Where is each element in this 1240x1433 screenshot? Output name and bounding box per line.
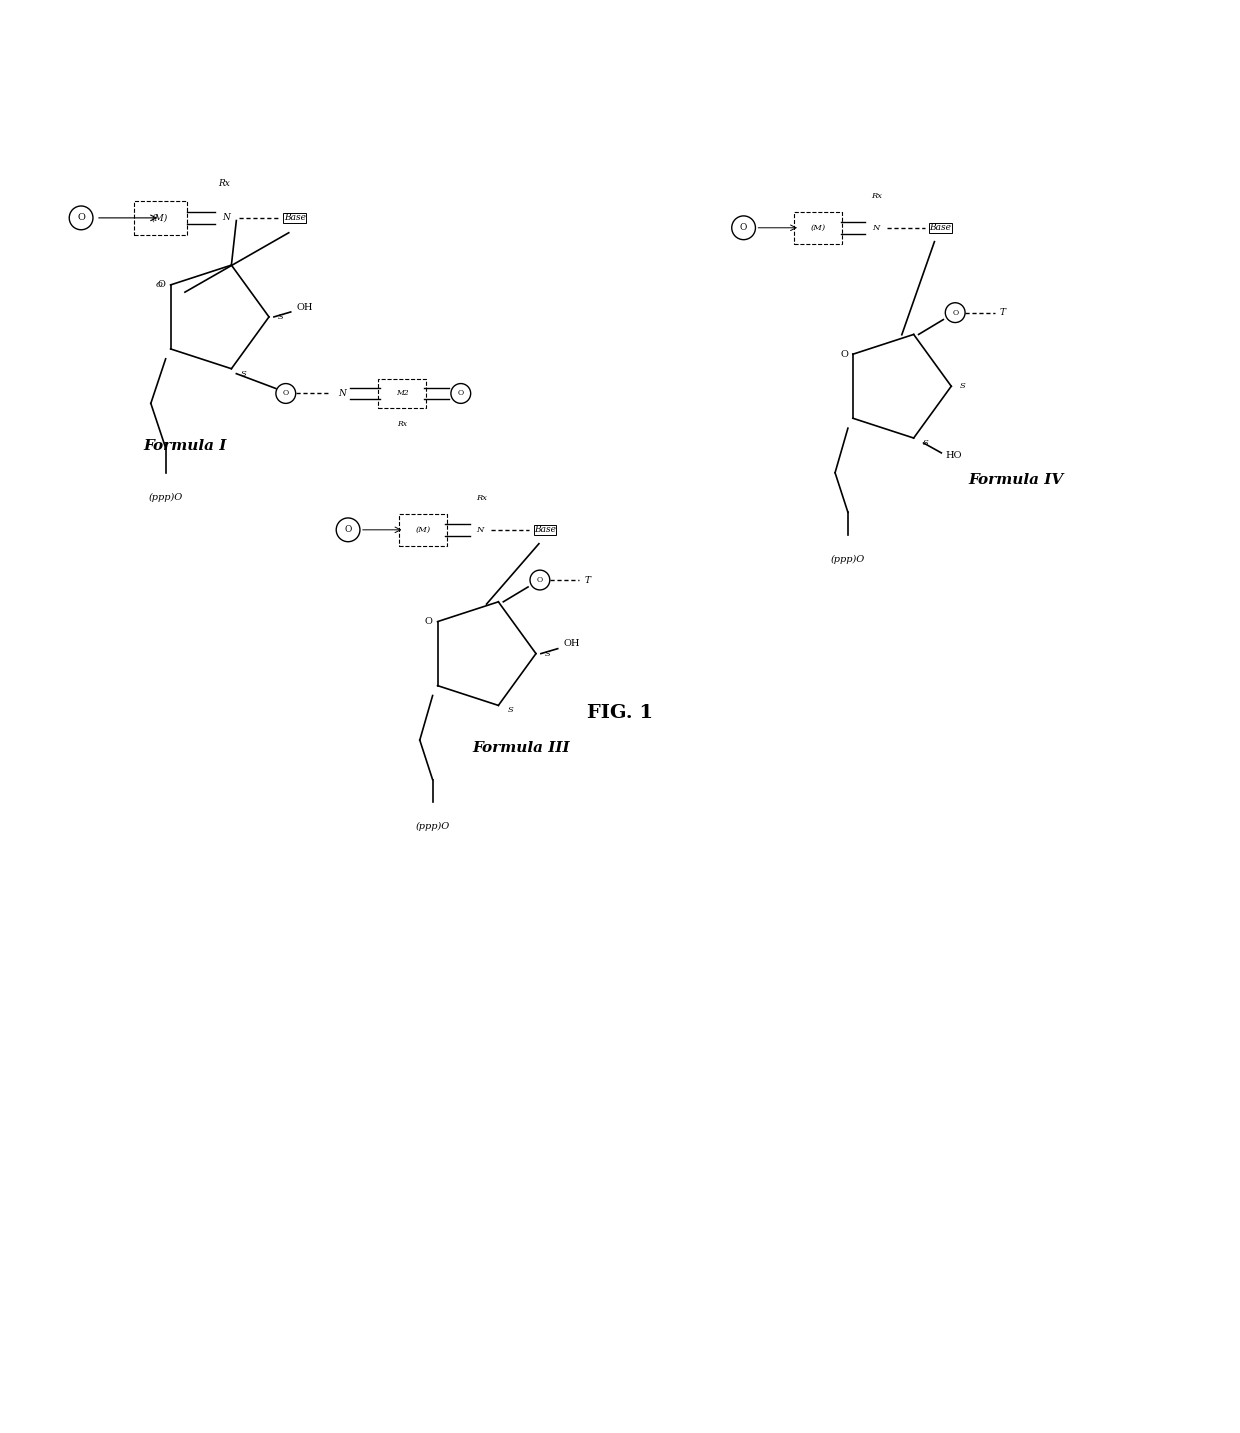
Text: Rx: Rx — [397, 420, 407, 428]
Text: (ppp)O: (ppp)O — [415, 823, 450, 831]
Text: Formula IV: Formula IV — [968, 473, 1063, 487]
Text: O: O — [839, 350, 848, 358]
Text: FIG. 1: FIG. 1 — [587, 704, 653, 722]
Text: Base: Base — [534, 526, 556, 535]
Text: S: S — [960, 383, 966, 390]
Text: Base: Base — [284, 214, 306, 222]
Text: S: S — [544, 649, 551, 658]
FancyBboxPatch shape — [398, 514, 446, 546]
Text: N: N — [476, 526, 484, 535]
Text: (M): (M) — [415, 526, 430, 535]
Text: O: O — [537, 576, 543, 585]
Text: O: O — [155, 281, 162, 289]
Text: O: O — [77, 214, 86, 222]
FancyBboxPatch shape — [378, 378, 427, 408]
Text: (ppp)O: (ppp)O — [149, 493, 182, 502]
Text: O: O — [425, 618, 433, 626]
Text: O: O — [283, 390, 289, 397]
FancyBboxPatch shape — [134, 201, 187, 235]
Text: O: O — [157, 281, 166, 289]
Text: O: O — [458, 390, 464, 397]
Text: Rx: Rx — [476, 494, 487, 502]
Text: Formula III: Formula III — [472, 741, 570, 755]
Text: T: T — [999, 308, 1006, 317]
Text: N: N — [872, 224, 879, 232]
Text: N: N — [222, 214, 231, 222]
Text: S: S — [923, 438, 929, 447]
Text: O: O — [740, 224, 748, 232]
FancyBboxPatch shape — [794, 212, 842, 244]
Text: Rx: Rx — [218, 179, 231, 188]
Text: HO: HO — [945, 451, 962, 460]
Text: O: O — [952, 308, 959, 317]
Text: T: T — [584, 576, 590, 585]
Text: Base: Base — [930, 224, 951, 232]
Text: OH: OH — [296, 302, 314, 311]
Text: (M): (M) — [153, 214, 169, 222]
Text: (M): (M) — [811, 224, 826, 232]
Text: S: S — [241, 370, 246, 378]
Text: N: N — [339, 388, 346, 398]
Text: O: O — [345, 526, 352, 535]
Text: S: S — [507, 706, 513, 715]
Text: S: S — [278, 312, 284, 321]
Text: (ppp)O: (ppp)O — [831, 555, 866, 565]
Text: OH: OH — [564, 639, 580, 648]
Text: Formula I: Formula I — [144, 438, 227, 453]
Text: M2: M2 — [396, 390, 408, 397]
Text: Rx: Rx — [872, 192, 883, 201]
